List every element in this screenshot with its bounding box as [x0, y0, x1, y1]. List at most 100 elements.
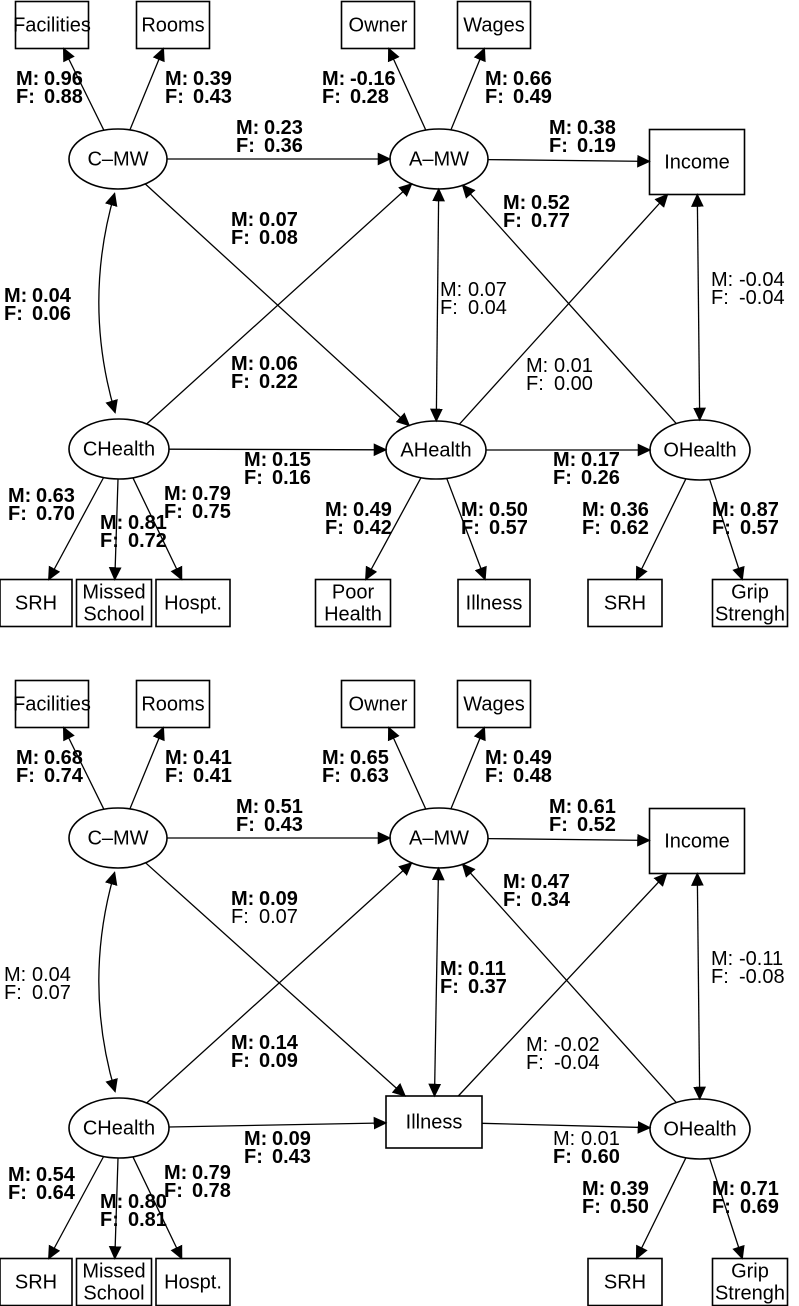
svg-text:0.75: 0.75 [192, 501, 231, 523]
svg-text:F:: F: [100, 530, 119, 552]
svg-text:0.26: 0.26 [581, 467, 620, 489]
svg-text:0.57: 0.57 [489, 517, 528, 539]
svg-text:-0.04: -0.04 [554, 1052, 600, 1074]
svg-text:F:: F: [485, 86, 504, 108]
svg-text:0.06: 0.06 [32, 303, 71, 325]
svg-text:Strengh: Strengh [715, 604, 785, 626]
svg-text:0.52: 0.52 [577, 814, 616, 836]
svg-text:F:: F: [526, 1052, 544, 1074]
svg-text:Strengh: Strengh [715, 1283, 785, 1305]
svg-text:F:: F: [4, 303, 23, 325]
svg-text:F:: F: [8, 1182, 27, 1204]
svg-text:F:: F: [526, 373, 544, 395]
svg-text:F:: F: [231, 227, 250, 249]
svg-text:0.63: 0.63 [350, 765, 389, 787]
svg-text:F:: F: [8, 503, 27, 525]
svg-text:0.07: 0.07 [32, 982, 71, 1004]
svg-text:F:: F: [236, 814, 255, 836]
svg-text:Owner: Owner [349, 694, 408, 716]
svg-text:F:: F: [164, 1180, 183, 1202]
svg-text:0.34: 0.34 [531, 889, 571, 911]
svg-text:F:: F: [503, 889, 522, 911]
svg-text:F:: F: [582, 517, 601, 539]
svg-text:0.70: 0.70 [36, 503, 75, 525]
svg-text:0.57: 0.57 [740, 517, 779, 539]
svg-text:0.22: 0.22 [259, 371, 298, 393]
svg-text:F:: F: [711, 287, 729, 309]
svg-text:F:: F: [231, 1050, 250, 1072]
svg-text:F:: F: [325, 517, 344, 539]
svg-text:Missed: Missed [82, 582, 145, 604]
svg-text:F:: F: [712, 1196, 731, 1218]
svg-text:0.62: 0.62 [610, 517, 649, 539]
svg-text:0.64: 0.64 [36, 1182, 76, 1204]
svg-text:F:: F: [503, 210, 522, 232]
svg-text:0.43: 0.43 [264, 814, 303, 836]
svg-text:Facilities: Facilities [13, 694, 91, 716]
svg-text:0.43: 0.43 [272, 1146, 311, 1168]
svg-text:Grip: Grip [731, 582, 769, 604]
svg-text:F:: F: [485, 765, 504, 787]
svg-text:0.78: 0.78 [192, 1180, 231, 1202]
svg-text:Hospt.: Hospt. [164, 593, 222, 615]
svg-text:F:: F: [231, 906, 249, 928]
svg-text:SRH: SRH [604, 593, 646, 615]
svg-text:F:: F: [712, 517, 731, 539]
svg-text:School: School [83, 604, 144, 626]
svg-text:F:: F: [582, 1196, 601, 1218]
svg-text:Grip: Grip [731, 1261, 769, 1283]
svg-text:F:: F: [16, 86, 35, 108]
svg-text:C–MW: C–MW [87, 828, 148, 850]
svg-text:C–MW: C–MW [87, 149, 148, 171]
svg-text:-0.08: -0.08 [739, 966, 785, 988]
svg-text:Facilities: Facilities [13, 15, 91, 37]
svg-text:-0.04: -0.04 [739, 287, 785, 309]
svg-text:F:: F: [553, 467, 572, 489]
svg-text:0.72: 0.72 [128, 530, 167, 552]
svg-text:0.74: 0.74 [44, 765, 84, 787]
svg-text:F:: F: [100, 1209, 119, 1231]
svg-text:CHealth: CHealth [83, 1118, 155, 1140]
svg-text:0.04: 0.04 [468, 297, 507, 319]
svg-text:0.60: 0.60 [581, 1146, 620, 1168]
svg-text:Hospt.: Hospt. [164, 1272, 222, 1294]
svg-text:F:: F: [165, 86, 184, 108]
svg-text:F:: F: [440, 976, 459, 998]
svg-text:F:: F: [549, 814, 568, 836]
svg-text:F:: F: [244, 467, 263, 489]
svg-text:Owner: Owner [349, 15, 408, 37]
svg-text:A–MW: A–MW [409, 149, 469, 171]
svg-text:F:: F: [440, 297, 458, 319]
svg-text:OHealth: OHealth [663, 440, 736, 462]
svg-text:0.36: 0.36 [264, 135, 303, 157]
svg-text:F:: F: [16, 765, 35, 787]
svg-text:0.09: 0.09 [259, 1050, 298, 1072]
svg-text:0.37: 0.37 [468, 976, 507, 998]
svg-text:0.08: 0.08 [259, 227, 298, 249]
svg-text:0.49: 0.49 [513, 86, 552, 108]
svg-text:F:: F: [4, 982, 22, 1004]
svg-text:F:: F: [164, 501, 183, 523]
svg-text:F:: F: [549, 135, 568, 157]
svg-text:0.07: 0.07 [259, 906, 298, 928]
svg-text:F:: F: [165, 765, 184, 787]
svg-text:0.81: 0.81 [128, 1209, 167, 1231]
svg-text:Missed: Missed [82, 1261, 145, 1283]
svg-text:0.41: 0.41 [193, 765, 232, 787]
svg-text:Rooms: Rooms [141, 694, 204, 716]
svg-text:0.77: 0.77 [531, 210, 570, 232]
svg-text:F:: F: [461, 517, 480, 539]
svg-text:SRH: SRH [15, 1272, 57, 1294]
svg-text:0.43: 0.43 [193, 86, 232, 108]
svg-text:Illness: Illness [466, 593, 523, 615]
svg-text:SRH: SRH [604, 1272, 646, 1294]
svg-text:Wages: Wages [463, 15, 525, 37]
svg-text:0.48: 0.48 [513, 765, 552, 787]
svg-text:Income: Income [664, 831, 730, 853]
svg-text:F:: F: [553, 1146, 572, 1168]
svg-text:0.69: 0.69 [740, 1196, 779, 1218]
svg-text:0.50: 0.50 [610, 1196, 649, 1218]
svg-text:AHealth: AHealth [400, 440, 471, 462]
svg-text:Rooms: Rooms [141, 15, 204, 37]
svg-text:F:: F: [231, 371, 250, 393]
